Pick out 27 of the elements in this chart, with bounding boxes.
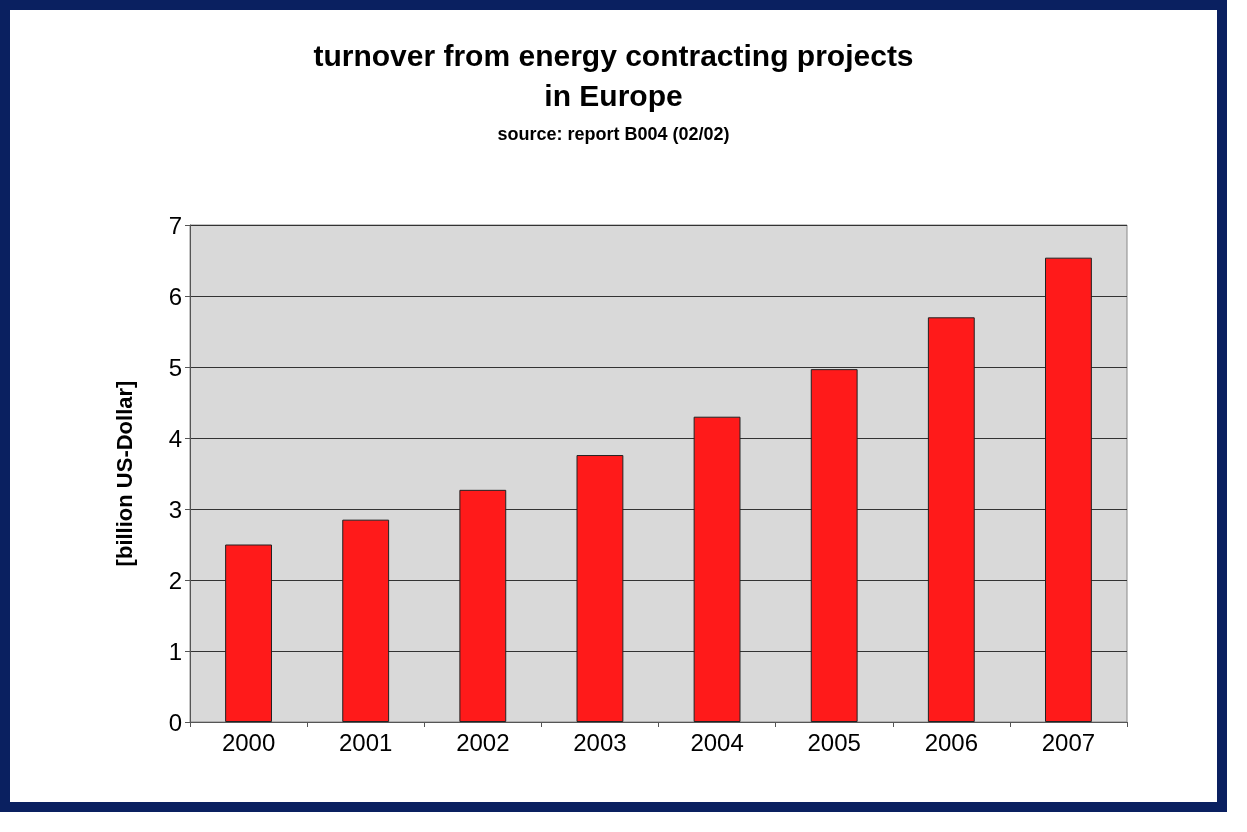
x-tick-label: 2003 <box>573 728 627 756</box>
bar <box>1045 257 1092 722</box>
bar <box>927 317 975 722</box>
y-tick-label: 3 <box>168 495 182 523</box>
y-tick-label: 2 <box>168 566 182 594</box>
x-tick-label: 2001 <box>338 728 393 756</box>
y-axis-title: [billion US-Dollar] <box>111 380 137 567</box>
source-note: source: report B004 (02/02) <box>497 124 730 144</box>
x-tick-label: 2000 <box>221 728 276 756</box>
x-tick-label: 2005 <box>807 728 861 756</box>
y-tick-label: 1 <box>168 637 182 665</box>
y-tick-label: 5 <box>168 353 182 381</box>
x-tick-label: 2004 <box>690 728 744 756</box>
x-tick-label: 2006 <box>924 728 979 756</box>
y-tick-label: 7 <box>168 211 182 239</box>
bar <box>225 544 272 722</box>
bar <box>459 489 507 722</box>
bar <box>810 369 858 722</box>
bar <box>693 416 741 722</box>
chart-title: turnover from energy contracting projects in Europe <box>313 38 914 112</box>
x-tick-label: 2002 <box>456 728 510 756</box>
y-tick-label: 0 <box>168 708 182 736</box>
bar <box>342 519 390 722</box>
y-tick-label: 6 <box>168 282 182 310</box>
bar <box>576 455 624 722</box>
y-tick-label: 4 <box>168 424 182 452</box>
x-tick-label: 2007 <box>1041 728 1096 756</box>
